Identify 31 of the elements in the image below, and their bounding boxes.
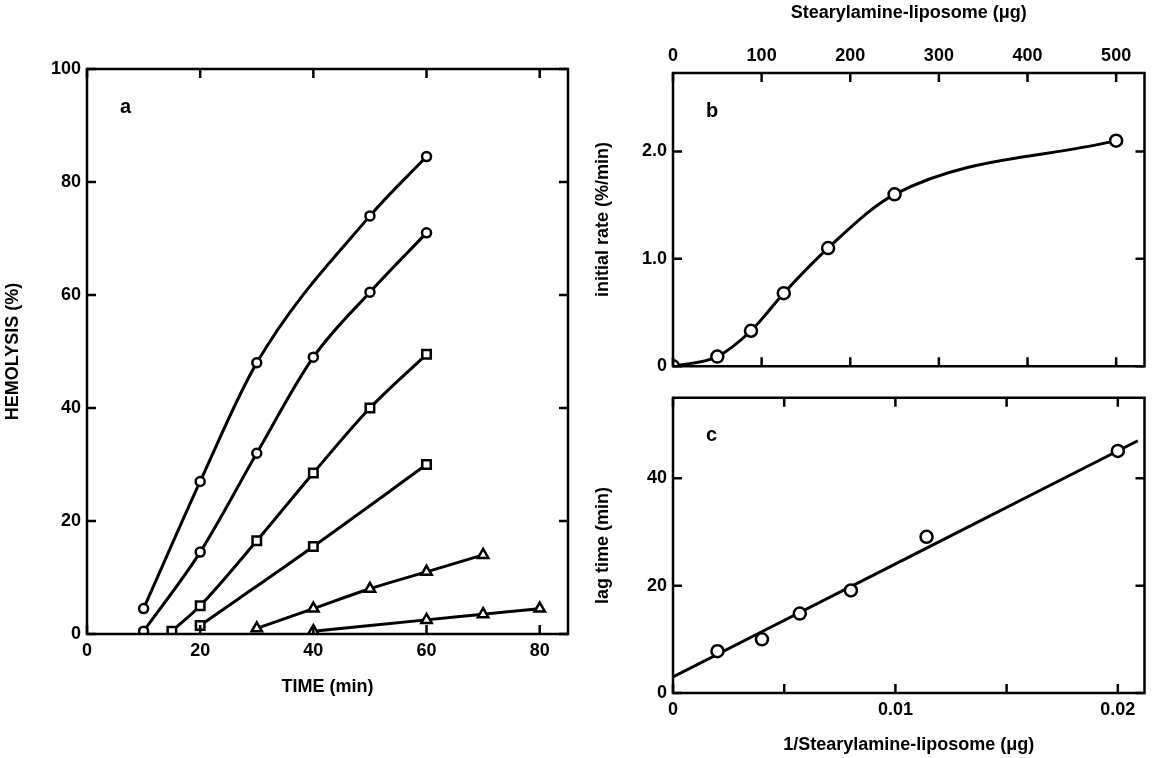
y-tick-label: 0 [70,622,81,643]
annotation: c [706,423,718,446]
y-tick-label: 2.0 [641,140,667,161]
x-tick-label: 40 [303,639,324,660]
x-tick-label: 400 [1012,45,1043,66]
x-tick-label: 100 [746,45,777,66]
x-tick-label: 200 [835,45,866,66]
y-tick-label: 80 [60,170,81,191]
x-axis-title: Stearylamine-liposome (μg) [790,1,1027,22]
x-axis-title: 1/Stearylamine-liposome (μg) [783,734,1035,755]
y-tick-label: 60 [60,283,81,304]
annotation: a [120,94,132,117]
y-tick-label: 0 [656,681,667,702]
x-tick-label: 60 [416,639,437,660]
x-tick-label: 500 [1101,45,1132,66]
y-tick-label: 40 [646,467,667,488]
x-tick-label: 80 [529,639,550,660]
y-axis-title: initial rate (%/min) [591,142,612,298]
y-axis-title: HEMOLYSIS (%) [1,282,22,421]
x-tick-label: 0.01 [877,698,913,719]
x-tick-label: 0.02 [1100,698,1136,719]
y-tick-label: 0 [656,355,667,376]
annotation: b [706,98,719,121]
x-tick-label: 300 [923,45,954,66]
x-axis-title: TIME (min) [281,676,374,697]
y-axis-title: lag time (min) [591,486,612,604]
y-tick-label: 20 [60,509,81,530]
y-tick-label: 1.0 [641,247,667,268]
x-tick-label: 20 [190,639,211,660]
y-tick-label: 40 [60,396,81,417]
y-tick-label: 20 [646,574,667,595]
